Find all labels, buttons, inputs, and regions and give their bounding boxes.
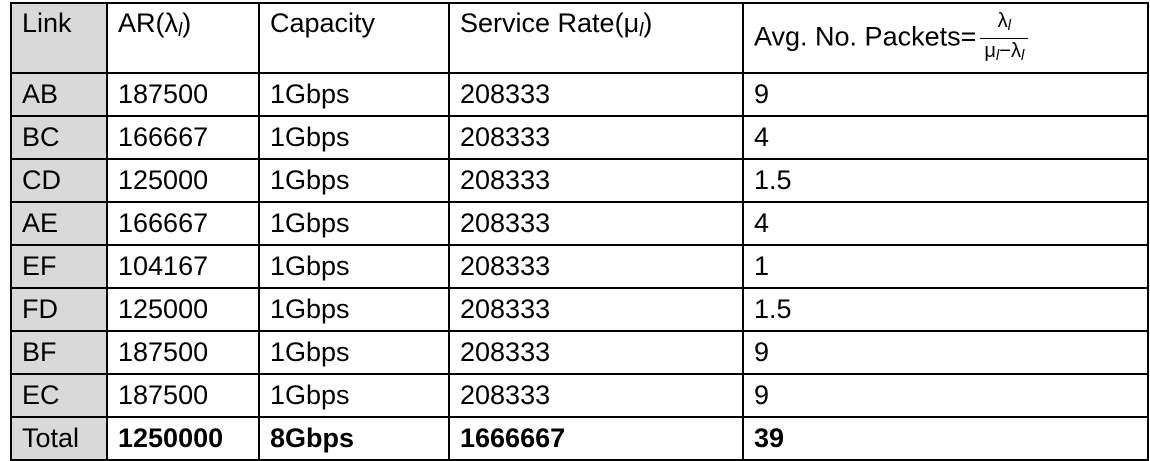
cell-capacity: 1Gbps: [258, 244, 450, 289]
cell-avg: 4: [742, 201, 1149, 246]
header-ar-suffix: ): [182, 8, 192, 38]
cell-link: CD: [10, 158, 108, 203]
cell-avg: 4: [742, 115, 1149, 160]
cell-link: EC: [10, 373, 108, 418]
header-link: Link: [10, 2, 108, 74]
total-capacity: 8Gbps: [258, 416, 450, 461]
cell-avg: 9: [742, 330, 1149, 375]
cell-ar: 166667: [106, 115, 260, 160]
total-row: Total 1250000 8Gbps 1666667 39: [10, 416, 1149, 461]
header-service-suffix: ): [643, 8, 653, 38]
table-row: BC 166667 1Gbps 208333 4: [10, 115, 1149, 160]
cell-ar: 125000: [106, 287, 260, 332]
cell-ar: 104167: [106, 244, 260, 289]
table-row: AB 187500 1Gbps 208333 9: [10, 72, 1149, 117]
cell-ar: 125000: [106, 158, 260, 203]
header-avg: Avg. No. Packets= λl μl−λl: [742, 2, 1149, 74]
numerator-sub: l: [1007, 16, 1011, 34]
cell-link: FD: [10, 287, 108, 332]
header-service-sub: l: [639, 20, 644, 41]
header-capacity: Capacity: [258, 2, 450, 74]
cell-avg: 9: [742, 72, 1149, 117]
header-ar: AR(λl): [106, 2, 260, 74]
total-service: 1666667: [448, 416, 744, 461]
cell-service: 208333: [448, 72, 744, 117]
cell-avg: 1: [742, 244, 1149, 289]
cell-ar: 166667: [106, 201, 260, 246]
cell-avg: 1.5: [742, 158, 1149, 203]
cell-link: EF: [10, 244, 108, 289]
table-row: EC 187500 1Gbps 208333 9: [10, 373, 1149, 418]
header-ar-sub: l: [178, 20, 183, 41]
avg-formula-fraction: λl μl−λl: [980, 9, 1029, 67]
cell-avg: 1.5: [742, 287, 1149, 332]
numerator-lambda: λ: [997, 9, 1008, 32]
denominator-mu: μ: [984, 39, 996, 62]
cell-service: 208333: [448, 115, 744, 160]
table-row: BF 187500 1Gbps 208333 9: [10, 330, 1149, 375]
cell-service: 208333: [448, 330, 744, 375]
cell-service: 208333: [448, 201, 744, 246]
cell-capacity: 1Gbps: [258, 201, 450, 246]
cell-ar: 187500: [106, 72, 260, 117]
denominator-lambda-sub: l: [1020, 46, 1025, 64]
table-row: CD 125000 1Gbps 208333 1.5: [10, 158, 1149, 203]
total-avg: 39: [742, 416, 1149, 461]
fraction-numerator: λl: [980, 9, 1029, 39]
cell-service: 208333: [448, 373, 744, 418]
cell-capacity: 1Gbps: [258, 72, 450, 117]
cell-service: 208333: [448, 158, 744, 203]
header-service-prefix: Service Rate(: [460, 8, 624, 38]
header-service: Service Rate(μl): [448, 2, 744, 74]
cell-capacity: 1Gbps: [258, 287, 450, 332]
total-ar: 1250000: [106, 416, 260, 461]
cell-capacity: 1Gbps: [258, 330, 450, 375]
header-ar-prefix: AR(: [118, 8, 165, 38]
table-row: AE 166667 1Gbps 208333 4: [10, 201, 1149, 246]
denominator-mu-sub: l: [995, 46, 1000, 64]
denominator-lambda: λ: [1010, 39, 1021, 62]
header-row: Link AR(λl) Capacity Service Rate(μl) Av…: [10, 2, 1149, 74]
cell-service: 208333: [448, 287, 744, 332]
denominator-minus: −: [999, 39, 1011, 62]
cell-service: 208333: [448, 244, 744, 289]
header-capacity-label: Capacity: [270, 8, 376, 38]
cell-ar: 187500: [106, 373, 260, 418]
table-row: EF 104167 1Gbps 208333 1: [10, 244, 1149, 289]
packets-table: Link AR(λl) Capacity Service Rate(μl) Av…: [10, 2, 1149, 461]
cell-ar: 187500: [106, 330, 260, 375]
header-service-symbol: μ: [623, 8, 640, 38]
header-ar-symbol: λ: [164, 8, 179, 38]
total-label: Total: [10, 416, 108, 461]
cell-capacity: 1Gbps: [258, 115, 450, 160]
fraction-denominator: μl−λl: [980, 39, 1028, 67]
cell-link: AE: [10, 201, 108, 246]
cell-link: AB: [10, 72, 108, 117]
cell-avg: 9: [742, 373, 1149, 418]
cell-capacity: 1Gbps: [258, 373, 450, 418]
header-link-label: Link: [22, 8, 72, 38]
cell-capacity: 1Gbps: [258, 158, 450, 203]
cell-link: BC: [10, 115, 108, 160]
table-row: FD 125000 1Gbps 208333 1.5: [10, 287, 1149, 332]
cell-link: BF: [10, 330, 108, 375]
header-avg-prefix: Avg. No. Packets=: [754, 21, 977, 52]
